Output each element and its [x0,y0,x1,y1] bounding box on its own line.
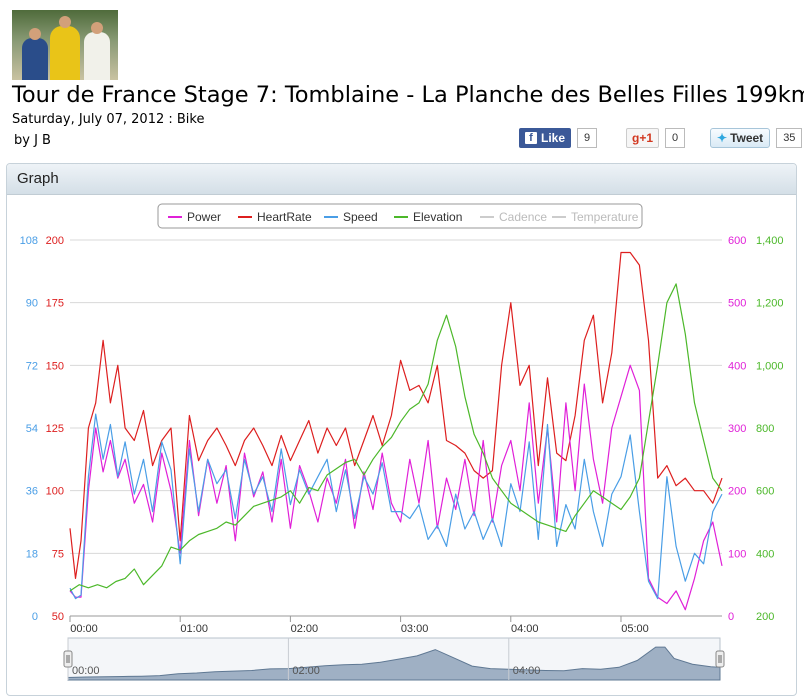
y-tick-label: 400 [756,548,774,560]
google-plus-count: 0 [665,128,686,148]
y-tick-label: 300 [728,423,746,435]
navigator-elevation-area [67,646,721,681]
stage-photo [12,10,118,80]
author: by J B [14,133,51,148]
google-plus-button[interactable]: g+1 [626,128,660,148]
navigator-left-handle[interactable] [63,650,73,668]
navigator-tick-label: 04:00 [513,665,541,677]
y-tick-label: 100 [46,486,64,498]
y-tick-label: 18 [26,548,38,560]
y-tick-label: 36 [26,486,38,498]
series-line-heartrate [69,251,723,579]
series-line-power [69,364,723,611]
y-tick-label: 125 [46,423,64,435]
y-tick-label: 54 [26,423,38,435]
tweet-button[interactable]: ✦ Tweet [710,128,771,148]
x-tick-label: 05:00 [621,623,649,635]
page-title: Tour de France Stage 7: Tomblaine - La P… [12,82,804,108]
y-tick-label: 800 [756,423,774,435]
legend-item-elevation: Elevation [413,210,462,224]
legend-item-temperature: Temperature [571,210,639,224]
x-tick-label: 03:00 [401,623,429,635]
activity-date: Saturday, July 07, 2012 : Bike [12,112,205,127]
x-tick-label: 00:00 [70,623,98,635]
x-tick-label: 02:00 [291,623,319,635]
legend-item-cadence: Cadence [499,210,547,224]
facebook-like-button[interactable]: f Like [519,128,572,148]
y-tick-label: 0 [32,611,38,623]
y-tick-label: 200 [756,611,774,623]
tweet-count: 35 [776,128,803,148]
navigator-tick-label: 00:00 [72,665,100,677]
y-tick-label: 400 [728,360,746,372]
navigator-right-handle[interactable] [715,650,725,668]
y-tick-label: 175 [46,298,64,310]
y-tick-label: 75 [52,548,64,560]
graph-panel-header [7,164,796,195]
twitter-tweet-widget[interactable]: ✦ Tweet 35 [710,128,803,148]
y-tick-label: 0 [728,611,734,623]
series-line-speed [69,413,723,600]
legend-item-speed: Speed [343,210,378,224]
y-tick-label: 100 [728,548,746,560]
y-tick-label: 1,200 [756,298,784,310]
y-tick-label: 72 [26,360,38,372]
google-plus-icon: g [632,131,640,145]
y-tick-label: 1,000 [756,360,784,372]
graph-panel-title: Graph [17,170,59,187]
y-tick-label: 500 [728,298,746,310]
x-tick-label: 01:00 [180,623,208,635]
facebook-like-widget[interactable]: f Like 9 [519,128,598,148]
twitter-bird-icon: ✦ [717,131,728,145]
navigator-tick-label: 02:00 [292,665,320,677]
legend-item-heartrate: HeartRate [257,210,312,224]
y-tick-label: 50 [52,611,64,623]
y-tick-label: 108 [20,235,38,247]
y-tick-label: 600 [728,235,746,247]
series-line-elevation [69,283,723,592]
facebook-like-count: 9 [577,128,598,148]
x-tick-label: 04:00 [511,623,539,635]
facebook-icon: f [525,132,537,144]
y-tick-label: 200 [728,486,746,498]
y-tick-label: 600 [756,486,774,498]
y-tick-label: 150 [46,360,64,372]
google-plus-widget[interactable]: g+1 0 [626,128,686,148]
y-tick-label: 200 [46,235,64,247]
y-tick-label: 1,400 [756,235,784,247]
legend-item-power: Power [187,210,221,224]
y-tick-label: 90 [26,298,38,310]
